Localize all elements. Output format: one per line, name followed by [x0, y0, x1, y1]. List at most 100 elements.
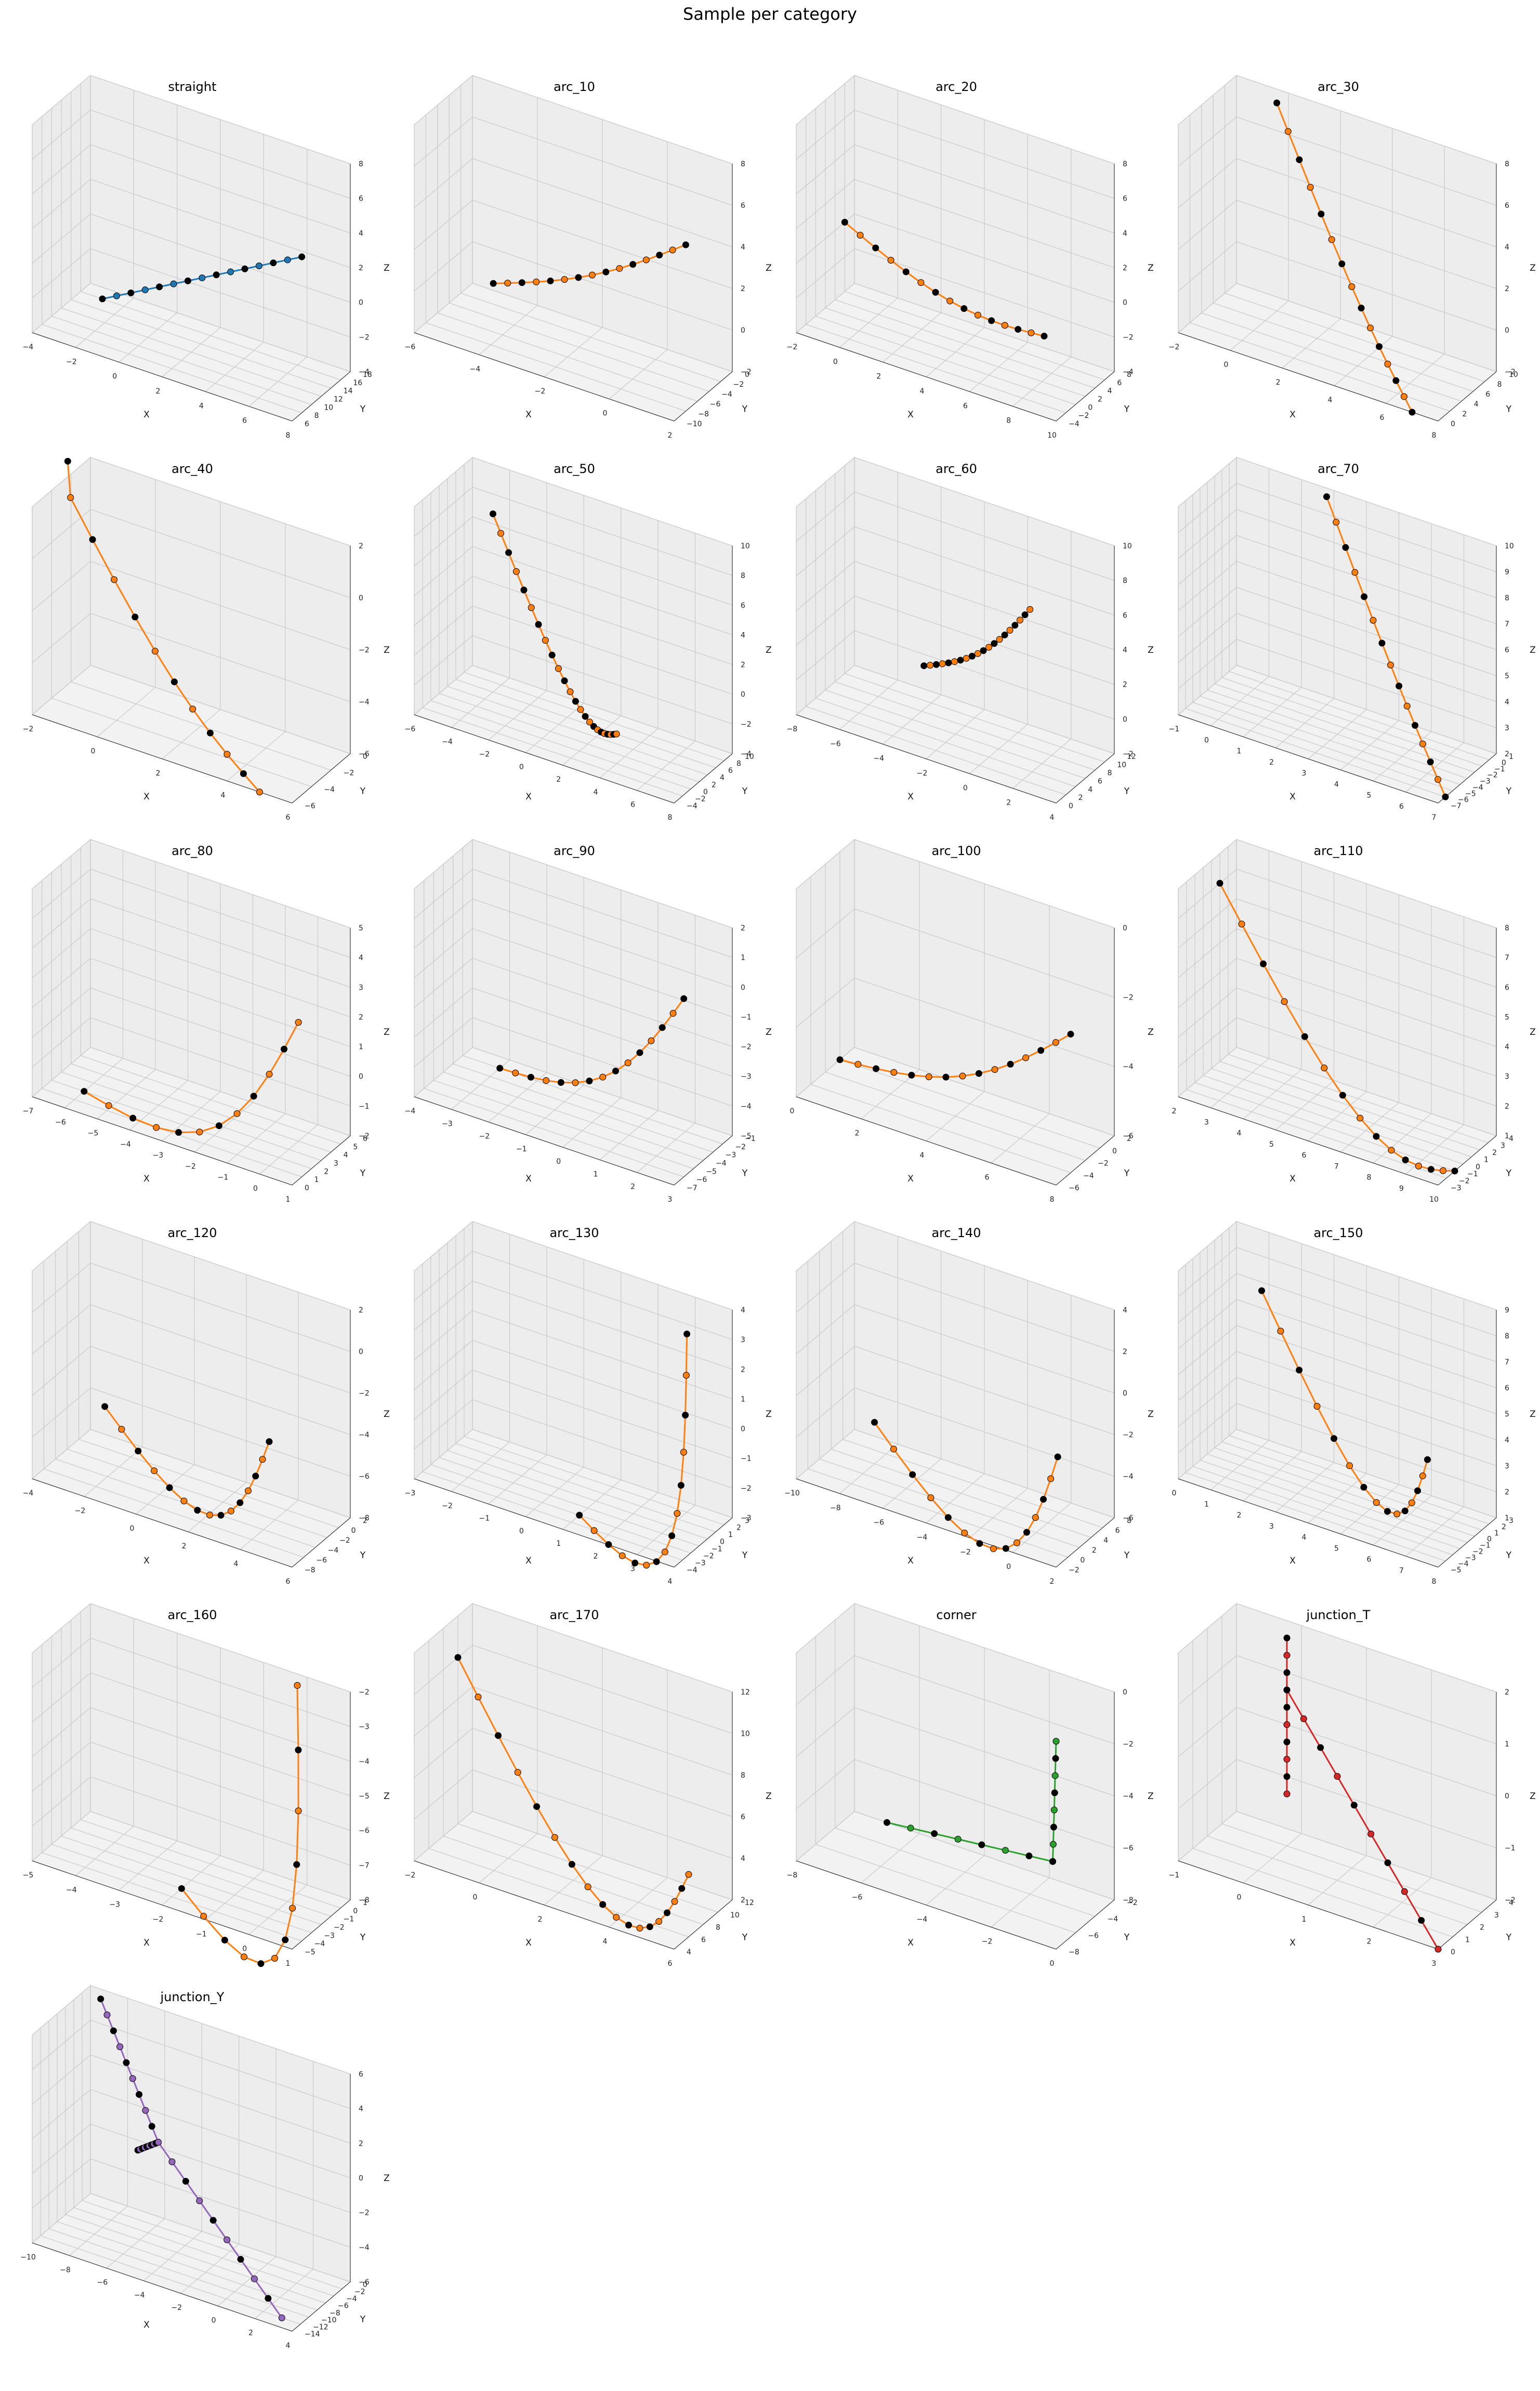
y-axis-label: Y — [360, 786, 366, 797]
x-tick-label: 8 — [1432, 431, 1437, 440]
data-point — [497, 530, 505, 537]
y-tick-label: 0 — [363, 753, 367, 761]
z-tick-label: 3 — [1505, 1073, 1509, 1081]
data-point — [180, 1497, 188, 1505]
data-point — [223, 751, 231, 758]
data-point — [1023, 1529, 1030, 1536]
z-axis-label: Z — [1530, 1791, 1536, 1802]
data-point — [646, 1923, 653, 1930]
y-tick-label: 18 — [363, 371, 372, 379]
subplot-title: straight — [168, 80, 217, 94]
data-point — [951, 658, 958, 665]
data-point — [612, 1068, 619, 1075]
y-tick-label: −10 — [321, 2316, 337, 2324]
data-point — [1002, 1545, 1009, 1552]
gridline-z — [1178, 613, 1497, 702]
data-point — [871, 1418, 878, 1426]
subplot-title: arc_80 — [172, 844, 213, 858]
z-tick-label: −8 — [1123, 1896, 1134, 1904]
x-tick-label: −8 — [830, 1504, 841, 1512]
y-tick-label: 6 — [1115, 1527, 1120, 1535]
y-tick-label: −6 — [696, 1176, 707, 1184]
x-axis-label: X — [143, 1556, 150, 1566]
x-tick-label: 1 — [286, 1960, 291, 1968]
gridline-z — [414, 158, 733, 247]
x-axis-line — [414, 1478, 675, 1568]
x-tick-label: 4 — [286, 2342, 291, 2350]
gridline-z — [32, 248, 351, 337]
y-tick-label: 6 — [701, 1936, 706, 1944]
z-tick-label: 7 — [1505, 954, 1509, 962]
x-tick-label: −2 — [982, 1938, 993, 1946]
gridline-z — [1178, 483, 1497, 572]
data-point — [170, 678, 178, 686]
z-tick-label: 8 — [1505, 160, 1509, 168]
y-tick-label: 8 — [1127, 1517, 1131, 1525]
y-tick-label: −4 — [1108, 1915, 1118, 1924]
x-tick-label: −5 — [88, 1129, 99, 1138]
data-point — [1358, 305, 1365, 312]
x-tick-label: 0 — [473, 1894, 478, 1902]
data-point — [1434, 1946, 1442, 1953]
data-point — [533, 1803, 541, 1810]
x-tick-label: −2 — [185, 1162, 196, 1171]
x-axis-line — [796, 332, 1057, 422]
gridline-z — [414, 241, 733, 331]
x-tick-label: −6 — [873, 1519, 884, 1527]
data-point — [643, 1561, 650, 1569]
y-tick-label: 0 — [1502, 759, 1506, 767]
gridline-z — [796, 1221, 1115, 1310]
data-point — [504, 280, 511, 287]
y-tick-label: 2 — [712, 781, 716, 789]
data-point — [136, 2091, 143, 2098]
x-tick-label: 6 — [286, 1578, 291, 1586]
z-tick-label: 0 — [741, 326, 745, 335]
z-tick-label: −4 — [1123, 368, 1134, 376]
data-point — [682, 241, 689, 248]
z-axis-label: Z — [1530, 645, 1536, 655]
x-tick-label: −2 — [442, 1502, 453, 1510]
z-tick-label: −2 — [1505, 368, 1516, 376]
data-point — [682, 1372, 690, 1379]
gridline-z — [32, 2158, 351, 2248]
x-tick-label: 2 — [1006, 799, 1011, 807]
data-point — [1367, 1830, 1375, 1837]
data-point — [1439, 1167, 1446, 1174]
x-tick-label: −4 — [134, 2291, 145, 2300]
data-point — [1052, 1738, 1060, 1745]
z-tick-label: 4 — [1505, 1436, 1509, 1444]
gridline-z — [1178, 1377, 1497, 1466]
data-point — [1022, 1054, 1030, 1061]
z-tick-label: 4 — [1123, 646, 1127, 654]
y-axis-line — [1438, 1517, 1497, 1568]
y-tick-label: −8 — [698, 410, 709, 418]
data-point — [961, 1529, 968, 1536]
data-point — [884, 1819, 890, 1826]
x-axis-line — [1178, 1860, 1439, 1950]
data-point — [1412, 721, 1419, 729]
gridline-z — [1178, 1221, 1497, 1310]
gridline-z — [32, 613, 351, 702]
y-tick-label: 3 — [1500, 1142, 1505, 1150]
z-tick-label: 6 — [1123, 195, 1127, 203]
data-point — [227, 1507, 234, 1515]
y-tick-label: 3 — [1494, 1911, 1499, 1920]
data-point — [618, 1552, 626, 1559]
y-tick-label: 12 — [745, 1899, 754, 1907]
y-tick-label: −1 — [1480, 1542, 1491, 1550]
gridline-z — [414, 487, 733, 576]
data-point — [854, 1061, 862, 1068]
x-tick-label: −6 — [55, 1118, 66, 1126]
z-axis-label: Z — [1148, 263, 1154, 273]
x-tick-label: 2 — [156, 387, 161, 396]
data-point — [932, 661, 940, 668]
gridline-z — [32, 1672, 351, 1762]
y-tick-label: −3 — [324, 1932, 335, 1940]
z-tick-label: −2 — [741, 1043, 752, 1052]
data-point — [1041, 333, 1048, 340]
gridline-z — [414, 1603, 733, 1692]
